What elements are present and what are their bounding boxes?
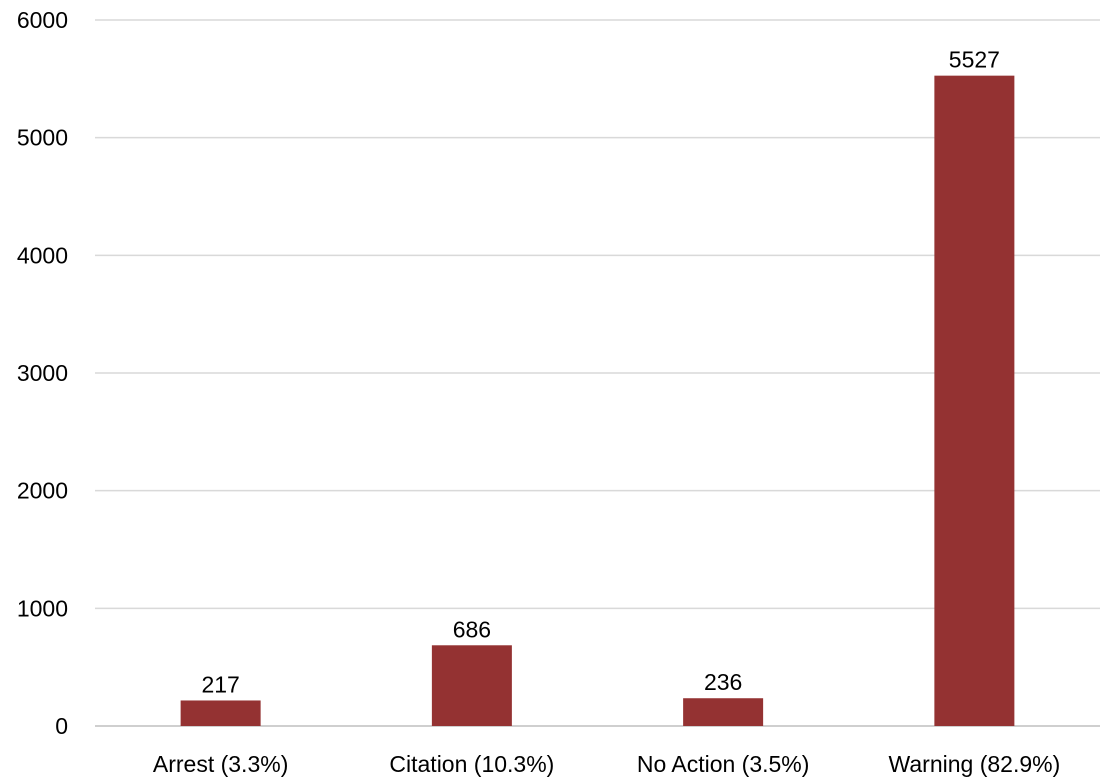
y-tick-label: 4000 (17, 242, 68, 268)
bar (934, 75, 1015, 727)
y-axis-ticks: 0 1000 2000 3000 4000 5000 6000 (17, 7, 68, 739)
y-tick-label: 6000 (17, 7, 68, 33)
bars (180, 75, 1015, 727)
y-tick-label: 0 (55, 713, 68, 739)
data-labels: 217 686 236 5527 (201, 47, 1000, 698)
data-label: 217 (201, 671, 239, 697)
x-category-label: Warning (82.9%) (889, 751, 1061, 777)
data-label: 236 (704, 669, 742, 695)
y-tick-label: 5000 (17, 125, 68, 151)
y-tick-label: 2000 (17, 478, 68, 504)
y-tick-label: 1000 (17, 595, 68, 621)
x-category-label: Arrest (3.3%) (153, 751, 288, 777)
x-category-label: Citation (10.3%) (389, 751, 554, 777)
bar (431, 645, 512, 726)
gridlines (95, 19, 1100, 727)
data-label: 686 (453, 616, 491, 642)
x-category-label: No Action (3.5%) (637, 751, 810, 777)
y-tick-label: 3000 (17, 360, 68, 386)
bar (180, 700, 261, 726)
x-axis-categories: Arrest (3.3%) Citation (10.3%) No Action (… (153, 751, 1060, 777)
data-label: 5527 (949, 47, 1000, 73)
bar (683, 698, 764, 726)
